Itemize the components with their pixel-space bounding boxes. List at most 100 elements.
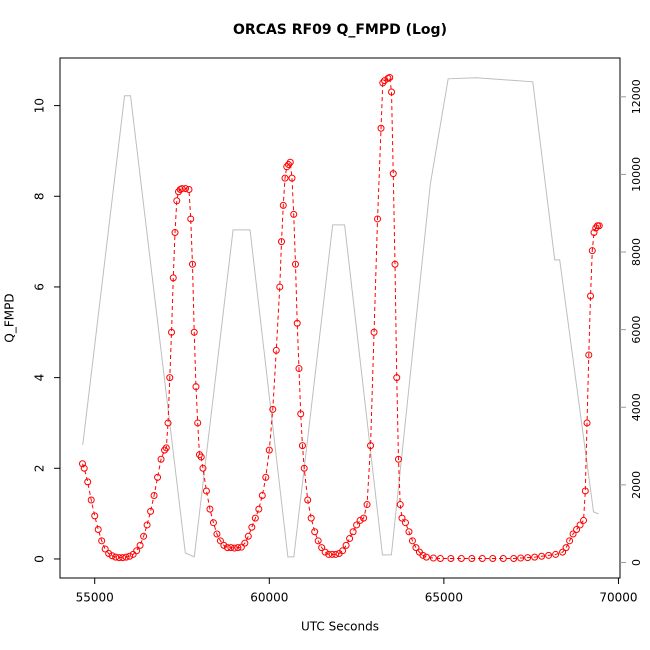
x-tick-label: 65000 bbox=[425, 591, 463, 605]
data-point bbox=[510, 555, 518, 563]
data-point bbox=[393, 374, 401, 382]
data-point bbox=[251, 514, 259, 522]
data-point bbox=[321, 548, 329, 556]
data-point bbox=[213, 530, 221, 538]
y2-tick-label: 8000 bbox=[630, 238, 643, 266]
y-tick-label: 0 bbox=[33, 555, 47, 563]
data-point bbox=[587, 292, 595, 300]
data-point bbox=[583, 419, 591, 427]
data-point bbox=[84, 478, 92, 486]
data-point bbox=[517, 554, 525, 562]
data-point bbox=[398, 514, 406, 522]
data-point bbox=[360, 514, 368, 522]
data-point bbox=[566, 537, 574, 545]
data-point bbox=[545, 551, 553, 559]
data-point bbox=[349, 528, 357, 536]
x-tick-label: 70000 bbox=[599, 591, 637, 605]
data-point bbox=[573, 525, 581, 533]
x-tick-label: 55000 bbox=[76, 591, 114, 605]
data-point bbox=[298, 442, 306, 450]
data-point bbox=[173, 197, 181, 205]
data-point bbox=[394, 455, 402, 463]
data-point bbox=[187, 215, 195, 223]
y2-tick-label: 0 bbox=[630, 559, 643, 566]
data-point bbox=[276, 283, 284, 291]
data-point bbox=[396, 501, 404, 509]
data-point bbox=[206, 505, 214, 513]
data-point bbox=[581, 487, 589, 495]
data-point bbox=[248, 523, 256, 531]
data-point bbox=[258, 491, 266, 499]
data-point bbox=[209, 519, 217, 527]
y-tick-label: 6 bbox=[33, 283, 47, 291]
data-point bbox=[194, 419, 202, 427]
data-point bbox=[272, 346, 280, 354]
data-point bbox=[419, 551, 427, 559]
data-point bbox=[295, 365, 303, 373]
data-point bbox=[150, 491, 158, 499]
data-point bbox=[234, 544, 242, 552]
data-point bbox=[154, 473, 162, 481]
y-axis-label: Q_FMPD bbox=[3, 293, 17, 342]
data-point bbox=[112, 553, 120, 561]
data-point bbox=[162, 444, 170, 452]
data-point bbox=[291, 260, 299, 268]
data-point bbox=[195, 451, 203, 459]
data-point bbox=[592, 224, 600, 232]
data-point bbox=[290, 210, 298, 218]
data-point bbox=[405, 528, 413, 536]
data-point bbox=[157, 455, 165, 463]
data-point bbox=[559, 548, 567, 556]
data-point bbox=[237, 543, 245, 551]
data-point bbox=[408, 537, 416, 545]
data-point bbox=[342, 541, 350, 549]
data-point bbox=[126, 552, 134, 560]
data-point bbox=[140, 532, 148, 540]
y-tick-label: 4 bbox=[33, 374, 47, 382]
data-point bbox=[314, 537, 322, 545]
data-point bbox=[220, 541, 228, 549]
data-point bbox=[284, 161, 292, 169]
data-point bbox=[293, 319, 301, 327]
y2-tick-label: 6000 bbox=[630, 316, 643, 344]
y2-tick-label: 10000 bbox=[630, 157, 643, 192]
data-point bbox=[436, 555, 444, 563]
data-point bbox=[576, 521, 584, 529]
x-axis-label: UTC Seconds bbox=[301, 620, 379, 634]
data-point bbox=[595, 222, 603, 230]
data-point bbox=[447, 555, 455, 563]
data-point bbox=[168, 328, 176, 336]
data-point bbox=[143, 521, 151, 529]
data-point bbox=[531, 553, 539, 561]
data-point bbox=[244, 532, 252, 540]
data-point bbox=[457, 555, 465, 563]
data-point bbox=[339, 547, 347, 555]
data-point bbox=[332, 550, 340, 558]
y2-tick-label: 2000 bbox=[630, 471, 643, 499]
data-point bbox=[389, 170, 397, 178]
data-point bbox=[328, 550, 336, 558]
data-point bbox=[129, 550, 137, 558]
data-point bbox=[94, 525, 102, 533]
data-point bbox=[230, 544, 238, 552]
data-point bbox=[223, 544, 231, 552]
series-line bbox=[82, 77, 599, 558]
data-point bbox=[381, 77, 389, 85]
data-point bbox=[422, 553, 430, 561]
data-point bbox=[569, 530, 577, 538]
data-point bbox=[388, 88, 396, 96]
data-point bbox=[169, 274, 177, 282]
data-point bbox=[552, 550, 560, 558]
data-point bbox=[269, 405, 277, 413]
data-point bbox=[363, 501, 371, 509]
data-point bbox=[185, 185, 193, 193]
data-point bbox=[585, 351, 593, 359]
data-point bbox=[119, 554, 127, 562]
data-point bbox=[386, 73, 394, 81]
y-tick-label: 8 bbox=[33, 192, 47, 200]
data-point bbox=[147, 507, 155, 515]
data-point bbox=[101, 545, 109, 553]
data-point bbox=[188, 260, 196, 268]
data-point bbox=[412, 544, 420, 552]
